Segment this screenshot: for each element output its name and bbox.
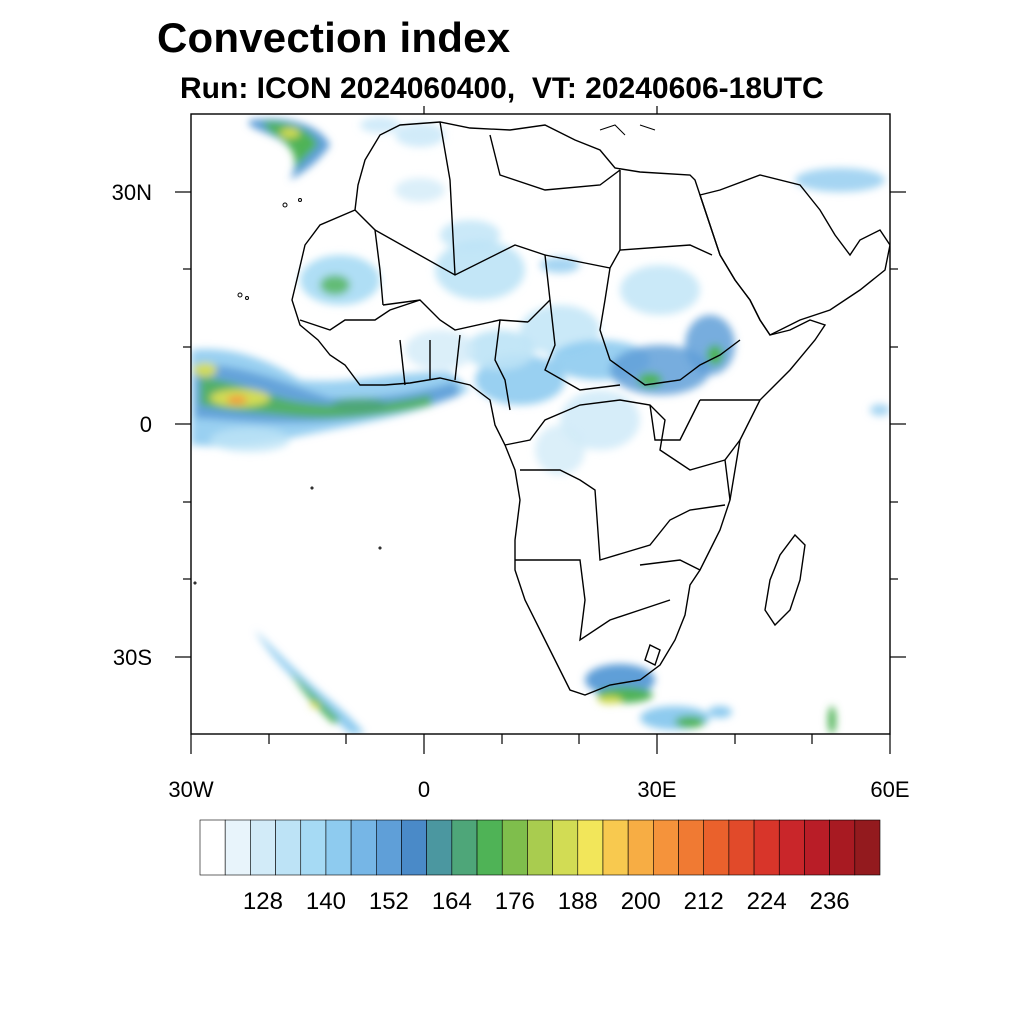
colorbar-label: 128: [242, 888, 283, 915]
colorbar-label: 224: [746, 888, 787, 915]
map-plot-area: [191, 117, 890, 734]
colorbar-swatch: [854, 819, 881, 876]
lat-label-30n: 30N: [112, 180, 152, 205]
colorbar-swatch: [703, 819, 730, 876]
islands: [193, 124, 656, 585]
colorbar-swatch: [224, 819, 251, 876]
colorbar-swatch: [275, 819, 302, 876]
colorbar-swatch: [602, 819, 629, 876]
colorbar-swatch: [653, 819, 679, 876]
colorbar-swatch: [678, 819, 705, 876]
colorbar: [199, 819, 881, 876]
colorbar-swatch: [375, 819, 402, 876]
colorbar-swatch: [325, 819, 352, 876]
lat-label-30s: 30S: [113, 645, 152, 670]
colorbar-swatch: [627, 819, 654, 876]
lat-label-0: 0: [140, 412, 152, 437]
colorbar-label: 152: [368, 888, 409, 915]
lon-label-0: 0: [418, 777, 430, 802]
colorbar-swatch: [401, 819, 427, 876]
coastlines: [291, 121, 890, 696]
page-title: Convection index: [157, 14, 511, 61]
colorbar-swatch: [552, 819, 579, 876]
colorbar-swatch: [501, 819, 528, 876]
colorbar-label: 236: [809, 888, 850, 915]
colorbar-swatch: [577, 819, 604, 876]
lon-label-30w: 30W: [168, 777, 213, 802]
colorbar-swatch: [451, 819, 478, 876]
colorbar-swatch: [350, 819, 377, 876]
page-subtitle: Run: ICON 2024060400, VT: 20240606-18UTC: [180, 72, 824, 105]
convection-field: [191, 117, 890, 734]
colorbar-swatch: [426, 819, 453, 876]
colorbar-swatch: [250, 819, 276, 876]
colorbar-label: 140: [305, 888, 346, 915]
colorbar-swatch: [728, 819, 755, 876]
colorbar-label: 188: [557, 888, 598, 915]
colorbar-swatch: [753, 819, 780, 876]
colorbar-label: 164: [431, 888, 472, 915]
colorbar-swatch: [300, 819, 327, 876]
colorbar-swatch: [199, 819, 226, 876]
colorbar-swatch: [804, 819, 830, 876]
lon-label-30e: 30E: [637, 777, 676, 802]
colorbar-swatch: [476, 819, 503, 876]
axis-ticks: [175, 106, 906, 754]
colorbar-label: 212: [683, 888, 724, 915]
colorbar-swatch: [527, 819, 553, 876]
colorbar-swatch: [778, 819, 805, 876]
lon-label-60e: 60E: [870, 777, 909, 802]
colorbar-swatch: [829, 819, 856, 876]
colorbar-label: 176: [494, 888, 535, 915]
colorbar-label: 200: [620, 888, 661, 915]
